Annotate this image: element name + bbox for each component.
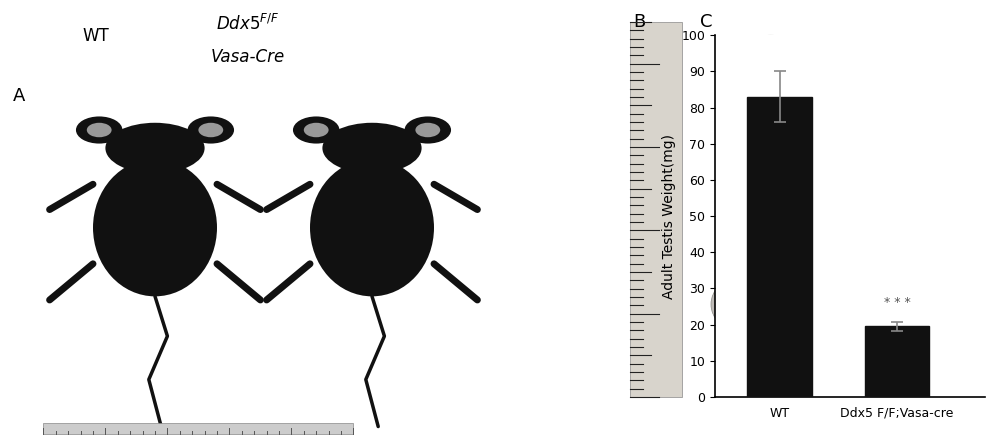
- Text: $Ddx5^{F/F}$: $Ddx5^{F/F}$: [216, 14, 280, 34]
- Text: C: C: [700, 13, 712, 31]
- Ellipse shape: [310, 159, 434, 296]
- Ellipse shape: [304, 123, 329, 137]
- Ellipse shape: [87, 123, 112, 137]
- Ellipse shape: [711, 278, 768, 331]
- Text: Vasa-Cre: Vasa-Cre: [793, 342, 849, 355]
- Ellipse shape: [716, 35, 825, 132]
- Ellipse shape: [415, 123, 440, 137]
- Ellipse shape: [105, 123, 205, 173]
- Bar: [630, 22, 682, 397]
- Ellipse shape: [740, 53, 771, 88]
- Text: * * *: * * *: [884, 296, 910, 310]
- Ellipse shape: [716, 112, 815, 196]
- Bar: [865, 326, 929, 397]
- Text: $Ddx5^{F/F}$: $Ddx5^{F/F}$: [801, 300, 849, 317]
- Ellipse shape: [720, 284, 738, 306]
- Ellipse shape: [405, 116, 451, 144]
- Y-axis label: Adult Testis Weight(mg): Adult Testis Weight(mg): [662, 134, 676, 299]
- Ellipse shape: [719, 324, 771, 373]
- Ellipse shape: [322, 123, 422, 173]
- Ellipse shape: [737, 130, 763, 161]
- Ellipse shape: [198, 123, 223, 137]
- Ellipse shape: [76, 116, 122, 144]
- Ellipse shape: [188, 116, 234, 144]
- Ellipse shape: [93, 159, 217, 296]
- Ellipse shape: [293, 116, 339, 144]
- Text: Vasa-Cre: Vasa-Cre: [211, 48, 285, 66]
- Text: WT: WT: [83, 27, 109, 45]
- Bar: [43, 423, 353, 434]
- Bar: [747, 97, 812, 397]
- Text: A: A: [12, 86, 25, 105]
- Text: B: B: [633, 13, 645, 31]
- Text: WT: WT: [837, 112, 859, 126]
